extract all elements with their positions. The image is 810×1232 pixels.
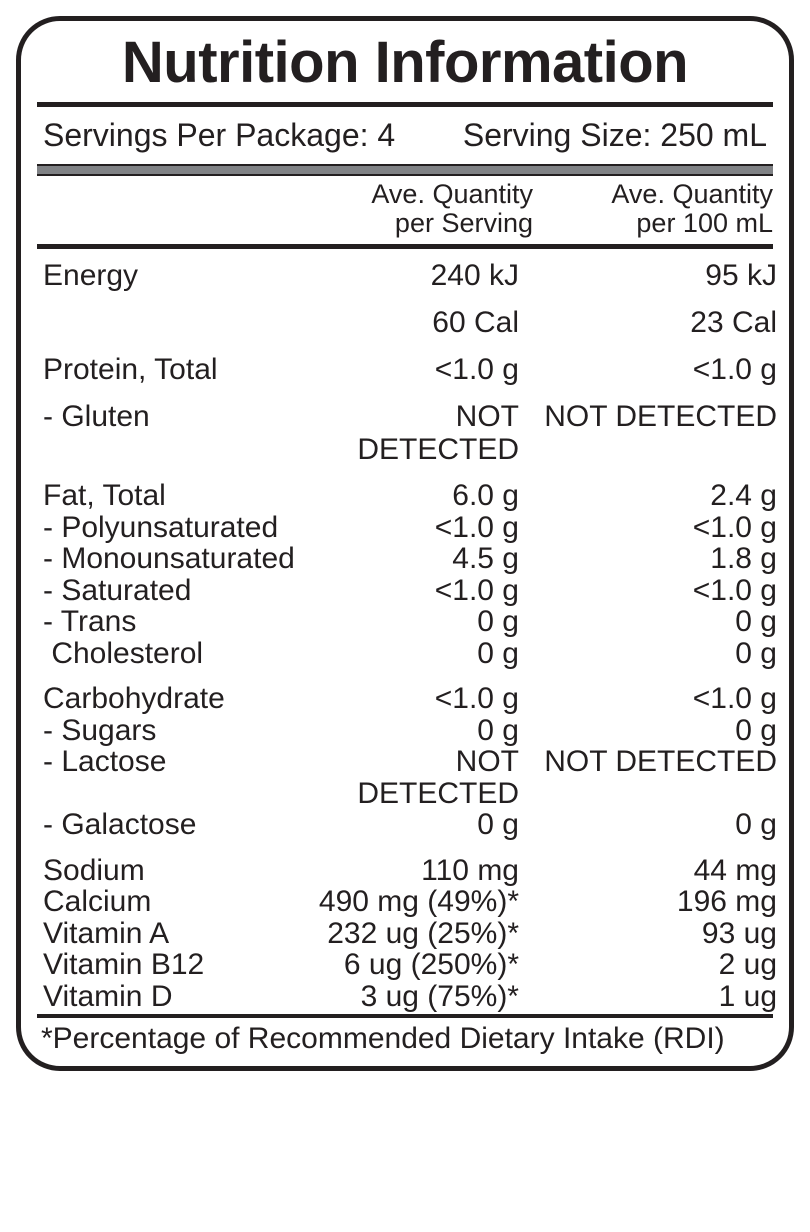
cell-per100: 95 kJ: [543, 259, 783, 292]
cell-label: Vitamin D: [43, 981, 303, 1013]
row-lactose: - Lactose NOT DETECTED NOT DETECTED: [43, 746, 771, 809]
cell-label: Carbohydrate: [43, 683, 303, 715]
cell-per100: 23 Cal: [543, 306, 783, 339]
cell-serving: 110 mg: [303, 855, 543, 887]
cell-label: Energy: [43, 259, 303, 292]
cell-per100: 0 g: [543, 715, 783, 747]
serving-size: Serving Size: 250 mL: [463, 117, 767, 154]
row-calcium: Calcium 490 mg (49%)* 196 mg: [43, 886, 771, 918]
cell-label: - Monounsaturated: [43, 543, 303, 575]
row-fat: Fat, Total 6.0 g 2.4 g: [43, 480, 771, 512]
row-gluten: - Gluten NOT DETECTED NOT DETECTED: [43, 400, 771, 466]
cell-serving: 6 ug (250%)*: [303, 949, 543, 981]
row-galactose: - Galactose 0 g 0 g: [43, 809, 771, 841]
cell-label: - Saturated: [43, 575, 303, 607]
header-per-100ml: Ave. Quantity per 100 mL: [539, 180, 779, 238]
cell-label: Protein, Total: [43, 353, 303, 386]
cell-label: [43, 306, 303, 339]
cell-serving: NOT DETECTED: [303, 400, 543, 466]
row-gap: [43, 386, 771, 400]
cell-per100: <1.0 g: [543, 575, 783, 607]
cell-label: Calcium: [43, 886, 303, 918]
row-carb: Carbohydrate <1.0 g <1.0 g: [43, 683, 771, 715]
row-protein: Protein, Total <1.0 g <1.0 g: [43, 353, 771, 386]
grey-divider: [37, 164, 773, 176]
cell-per100: 2.4 g: [543, 480, 783, 512]
cell-per100: <1.0 g: [543, 353, 783, 386]
nutrition-panel: Nutrition Information Servings Per Packa…: [16, 16, 794, 1071]
cell-per100: <1.0 g: [543, 512, 783, 544]
cell-serving: 490 mg (49%)*: [303, 886, 543, 918]
row-sodium: Sodium 110 mg 44 mg: [43, 855, 771, 887]
header-per-serving-l1: Ave. Quantity: [371, 179, 533, 209]
cell-serving: 6.0 g: [303, 480, 543, 512]
cell-serving: 4.5 g: [303, 543, 543, 575]
row-chol: Cholesterol 0 g 0 g: [43, 638, 771, 670]
cell-per100: 44 mg: [543, 855, 783, 887]
cell-per100: 1.8 g: [543, 543, 783, 575]
row-sat: - Saturated <1.0 g <1.0 g: [43, 575, 771, 607]
cell-label: Fat, Total: [43, 480, 303, 512]
cell-label: Vitamin B12: [43, 949, 303, 981]
header-per-serving: Ave. Quantity per Serving: [299, 180, 539, 238]
cell-label: - Galactose: [43, 809, 303, 841]
cell-label: - Polyunsaturated: [43, 512, 303, 544]
row-energy-cal: 60 Cal 23 Cal: [43, 306, 771, 339]
footnote: *Percentage of Recommended Dietary Intak…: [37, 1014, 773, 1062]
row-gap: [43, 669, 771, 683]
row-vitamin-a: Vitamin A 232 ug (25%)* 93 ug: [43, 918, 771, 950]
servings-row: Servings Per Package: 4 Serving Size: 25…: [37, 107, 773, 164]
cell-per100: 0 g: [543, 638, 783, 670]
cell-serving: 240 kJ: [303, 259, 543, 292]
cell-serving: <1.0 g: [303, 353, 543, 386]
cell-per100: 93 ug: [543, 918, 783, 950]
row-gap: [43, 841, 771, 855]
cell-serving: 3 ug (75%)*: [303, 981, 543, 1013]
row-gap: [43, 292, 771, 306]
cell-serving: 60 Cal: [303, 306, 543, 339]
row-sugars: - Sugars 0 g 0 g: [43, 715, 771, 747]
row-vitamin-b12: Vitamin B12 6 ug (250%)* 2 ug: [43, 949, 771, 981]
cell-serving: 232 ug (25%)*: [303, 918, 543, 950]
nutrient-table: Energy 240 kJ 95 kJ 60 Cal 23 Cal Protei…: [37, 249, 773, 1014]
cell-serving: <1.0 g: [303, 683, 543, 715]
row-energy: Energy 240 kJ 95 kJ: [43, 259, 771, 292]
column-headers: Ave. Quantity per Serving Ave. Quantity …: [37, 176, 773, 244]
cell-serving: <1.0 g: [303, 575, 543, 607]
cell-per100: 1 ug: [543, 981, 783, 1013]
header-spacer: [39, 180, 299, 238]
cell-per100: 0 g: [543, 809, 783, 841]
cell-per100: 196 mg: [543, 886, 783, 918]
row-gap: [43, 466, 771, 480]
cell-serving: <1.0 g: [303, 512, 543, 544]
cell-per100: NOT DETECTED: [543, 400, 783, 466]
cell-label: - Lactose: [43, 746, 303, 809]
panel-title: Nutrition Information: [37, 29, 773, 96]
servings-per-package: Servings Per Package: 4: [43, 117, 395, 154]
cell-per100: 0 g: [543, 606, 783, 638]
cell-label: - Gluten: [43, 400, 303, 466]
cell-per100: NOT DETECTED: [543, 746, 783, 809]
row-gap: [43, 339, 771, 353]
cell-per100: <1.0 g: [543, 683, 783, 715]
header-per-100ml-l2: per 100 mL: [636, 208, 773, 238]
row-mono: - Monounsaturated 4.5 g 1.8 g: [43, 543, 771, 575]
cell-serving: 0 g: [303, 809, 543, 841]
cell-label: Vitamin A: [43, 918, 303, 950]
cell-serving: 0 g: [303, 606, 543, 638]
header-per-100ml-l1: Ave. Quantity: [611, 179, 773, 209]
cell-label: Cholesterol: [43, 638, 303, 670]
cell-serving: 0 g: [303, 638, 543, 670]
cell-label: Sodium: [43, 855, 303, 887]
cell-per100: 2 ug: [543, 949, 783, 981]
row-poly: - Polyunsaturated <1.0 g <1.0 g: [43, 512, 771, 544]
cell-label: - Sugars: [43, 715, 303, 747]
cell-serving: 0 g: [303, 715, 543, 747]
row-trans: - Trans 0 g 0 g: [43, 606, 771, 638]
cell-serving: NOT DETECTED: [303, 746, 543, 809]
header-per-serving-l2: per Serving: [395, 208, 533, 238]
row-vitamin-d: Vitamin D 3 ug (75%)* 1 ug: [43, 981, 771, 1013]
cell-label: - Trans: [43, 606, 303, 638]
